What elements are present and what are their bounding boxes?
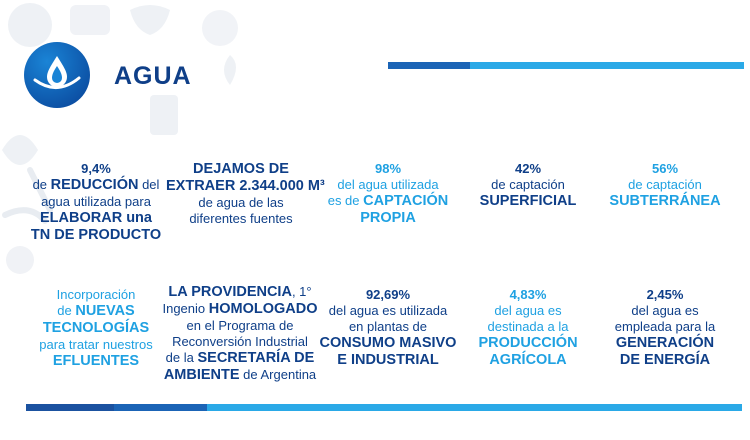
accent-segment-dark xyxy=(388,62,470,69)
background-illustration xyxy=(2,3,238,274)
stat-value: 98% xyxy=(374,161,402,176)
stat-emphasis: SUBTERRÁNEA xyxy=(609,193,721,209)
page-title: AGUA xyxy=(114,62,192,90)
stat-value: 42% xyxy=(514,161,542,176)
stat-text: del agua es xyxy=(494,303,562,318)
water-drop-icon xyxy=(24,42,90,108)
stat-text: del agua es xyxy=(631,303,699,318)
stat-produccion-agricola: 4,83% del agua es destinada a la PRODUCC… xyxy=(466,287,590,369)
stat-generacion-energia: 2,45% del agua es empleada para la GENER… xyxy=(598,287,732,369)
accent-segment-light xyxy=(207,404,742,411)
stat-dejamos-extraer: DEJAMOS DE EXTRAER 2.344.000 M³ de agua … xyxy=(166,161,325,227)
stat-line: de REDUCCIÓN del xyxy=(30,177,162,194)
stat-emphasis: LA PROVIDENCIA xyxy=(168,284,292,300)
stat-emphasis: DEJAMOS DE xyxy=(193,161,289,177)
stat-line: es de CAPTACIÓN xyxy=(322,193,454,210)
accent-segment-dark xyxy=(26,404,114,411)
header-accent-bar xyxy=(388,62,744,69)
stat-emphasis: AMBIENTE xyxy=(163,367,240,383)
section-header: AGUA xyxy=(22,40,742,110)
stat-line: de la SECRETARÍA DE xyxy=(162,350,318,367)
stat-text: de captación xyxy=(628,177,702,192)
stat-emphasis: SECRETARÍA DE xyxy=(197,350,315,366)
stat-text: destinada a la xyxy=(487,319,569,334)
stat-text: de captación xyxy=(491,177,565,192)
accent-segment-light xyxy=(470,62,744,69)
stat-emphasis: AGRÍCOLA xyxy=(489,352,567,368)
stat-reduccion: 9,4% de REDUCCIÓN del agua utilizada par… xyxy=(30,161,162,244)
stat-emphasis: NUEVAS xyxy=(75,303,135,319)
stat-emphasis: PROPIA xyxy=(360,210,416,226)
stat-emphasis: REDUCCIÓN xyxy=(50,177,139,193)
stat-text: Ingenio xyxy=(162,301,209,316)
stat-line: LA PROVIDENCIA, 1° xyxy=(162,284,318,301)
stat-text: , 1° xyxy=(291,284,312,299)
stat-text: del xyxy=(138,177,160,192)
stat-value: 9,4% xyxy=(81,161,111,176)
stat-emphasis: HOMOLOGADO xyxy=(208,301,318,317)
stat-la-providencia: LA PROVIDENCIA, 1° Ingenio HOMOLOGADO en… xyxy=(162,284,318,384)
stat-emphasis: CONSUMO MASIVO xyxy=(319,335,457,351)
stat-text: Reconversión Industrial xyxy=(172,334,308,349)
stat-emphasis: E INDUSTRIAL xyxy=(337,352,439,368)
stat-text: del agua es utilizada xyxy=(328,303,448,318)
stat-text: agua utilizada para xyxy=(41,194,151,209)
stat-text: diferentes fuentes xyxy=(189,211,293,226)
stat-value: 56% xyxy=(651,161,679,176)
stat-text: en plantas de xyxy=(348,319,428,334)
stat-text: del agua utilizada xyxy=(337,177,439,192)
stat-emphasis: SUPERFICIAL xyxy=(479,193,577,209)
stat-text: de agua de las xyxy=(198,195,284,210)
stat-superficial: 42% de captación SUPERFICIAL xyxy=(466,161,590,210)
accent-segment-mid xyxy=(114,404,207,411)
stat-line: Ingenio HOMOLOGADO xyxy=(162,301,318,318)
stat-emphasis: CAPTACIÓN xyxy=(363,193,449,209)
stat-text: Incorporación xyxy=(56,287,136,302)
stat-value: 2,45% xyxy=(646,287,684,302)
stat-text: de la xyxy=(165,350,198,365)
stat-emphasis: DE ENERGÍA xyxy=(619,352,711,368)
stat-text: es de xyxy=(327,193,364,208)
stat-emphasis: TECNOLOGÍAS xyxy=(42,320,150,336)
stat-value: 4,83% xyxy=(509,287,547,302)
stat-text: en el Programa de xyxy=(186,318,294,333)
stat-text: para tratar nuestros xyxy=(39,337,153,352)
stat-emphasis: EXTRAER 2.344.000 M³ xyxy=(166,178,325,194)
stat-emphasis: EFLUENTES xyxy=(52,353,140,369)
footer-accent-bar xyxy=(26,404,742,411)
stat-emphasis: TN DE PRODUCTO xyxy=(30,227,162,243)
stat-text: empleada para la xyxy=(614,319,716,334)
stat-text: de xyxy=(32,177,51,192)
stat-text: de xyxy=(57,303,76,318)
stat-text: de Argentina xyxy=(239,367,317,382)
stat-subterranea: 56% de captación SUBTERRÁNEA xyxy=(603,161,727,210)
stat-emphasis: ELABORAR una xyxy=(40,210,152,226)
stat-consumo-masivo: 92,69% del agua es utilizada en plantas … xyxy=(318,287,458,369)
stat-line: de NUEVAS xyxy=(30,303,162,320)
stat-nuevas-tecnologias: Incorporación de NUEVAS TECNOLOGÍAS para… xyxy=(30,287,162,370)
stat-emphasis: GENERACIÓN xyxy=(615,335,715,351)
stat-emphasis: PRODUCCIÓN xyxy=(478,335,578,351)
stat-line: AMBIENTE de Argentina xyxy=(162,367,318,384)
stat-captacion-propia: 98% del agua utilizada es de CAPTACIÓN P… xyxy=(322,161,454,227)
stat-value: 92,69% xyxy=(365,287,411,302)
